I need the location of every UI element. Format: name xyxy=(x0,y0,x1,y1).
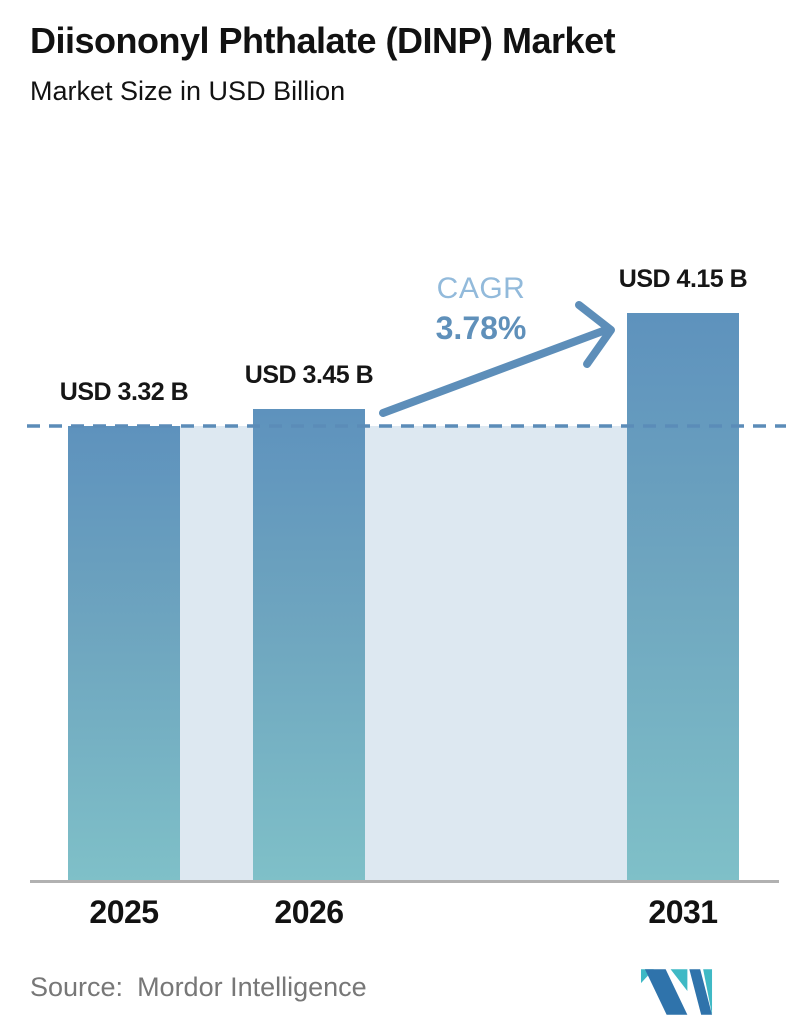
source-attribution: Source: Mordor Intelligence xyxy=(30,972,367,1003)
x-tick-2025: 2025 xyxy=(89,894,159,930)
page-subtitle: Market Size in USD Billion xyxy=(30,76,346,106)
bar-2026 xyxy=(253,409,365,882)
value-label-2026: USD 3.45 B xyxy=(244,361,374,389)
source-label: Source: xyxy=(30,972,124,1002)
cagr-arrow-head xyxy=(575,301,615,368)
page-title: Diisononyl Phthalate (DINP) Market xyxy=(30,20,616,61)
source-name: Mordor Intelligence xyxy=(137,972,367,1002)
cagr-annotation: CAGR 3.78% xyxy=(436,272,527,347)
cagr-value: 3.78% xyxy=(435,310,527,346)
mordor-intelligence-logo xyxy=(640,969,713,1015)
x-axis-baseline xyxy=(30,880,779,883)
cagr-label: CAGR xyxy=(436,272,526,305)
value-label-2031: USD 4.15 B xyxy=(618,265,748,293)
cagr-arrow-shaft xyxy=(379,327,607,417)
x-tick-2031: 2031 xyxy=(648,894,718,930)
bar-2031 xyxy=(627,313,739,882)
x-tick-2026: 2026 xyxy=(274,894,344,930)
value-label-2025: USD 3.32 B xyxy=(59,378,189,406)
bar-2025 xyxy=(68,426,180,882)
